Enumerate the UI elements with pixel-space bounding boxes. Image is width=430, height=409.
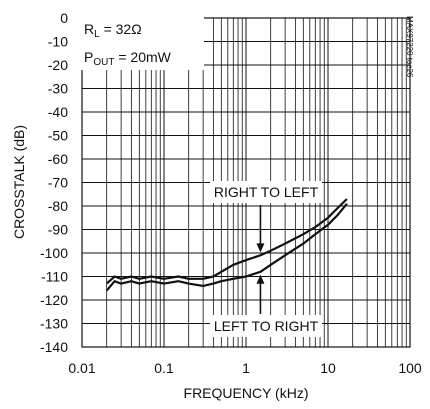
- curves: [105, 198, 348, 292]
- part-code: MAX97220 toc26: [405, 16, 414, 78]
- arrow-head-right-to-left: [256, 243, 265, 253]
- y-tick-label: -50: [48, 128, 68, 144]
- y-tick-label: -130: [40, 316, 68, 332]
- x-tick-label: 0.01: [68, 360, 95, 376]
- rl-condition: RL = 32Ω: [84, 21, 142, 40]
- series-line-left-to-right: [105, 203, 348, 292]
- y-tick-label: -80: [48, 198, 68, 214]
- y-tick-label: -140: [40, 339, 68, 355]
- x-axis-title: FREQUENCY (kHz): [184, 385, 309, 401]
- annotation-bg-left-to-right: [210, 315, 322, 337]
- x-tick-label: 100: [398, 360, 422, 376]
- y-tick-label: -100: [40, 245, 68, 261]
- y-tick-label: -60: [48, 151, 68, 167]
- conditions-box: [78, 12, 204, 70]
- y-tick-label: -70: [48, 175, 68, 191]
- y-tick-label: -10: [48, 34, 68, 50]
- plot-frame: [81, 17, 411, 348]
- y-tick-label: -40: [48, 104, 68, 120]
- series-line-right-to-left: [105, 198, 348, 285]
- y-tick-label: -120: [40, 292, 68, 308]
- x-tick-label: 0.1: [154, 360, 174, 376]
- y-tick-label: -20: [48, 57, 68, 73]
- annotation-left-to-right: LEFT TO RIGHT: [214, 318, 319, 334]
- y-tick-label: 0: [60, 10, 68, 26]
- arrow-head-left-to-right: [256, 274, 265, 284]
- tick-labels: 0.01 0.1 1 10 100 0 -10 -20 -30 -40 -50 -60 -70 -80 -9…: [40, 10, 422, 376]
- y-axis-title: CROSSTALK (dB): [11, 125, 27, 239]
- x-tick-label: 10: [320, 360, 336, 376]
- annotation-right-to-left: RIGHT TO LEFT: [214, 184, 319, 200]
- y-tick-label: -90: [48, 222, 68, 238]
- annotation-bg-right-to-left: [210, 181, 322, 203]
- y-tick-label: -30: [48, 81, 68, 97]
- x-tick-label: 1: [242, 360, 250, 376]
- annotation-arrows: [256, 205, 265, 314]
- y-tick-label: -110: [41, 269, 68, 285]
- pout-condition: POUT = 20mW: [84, 49, 172, 68]
